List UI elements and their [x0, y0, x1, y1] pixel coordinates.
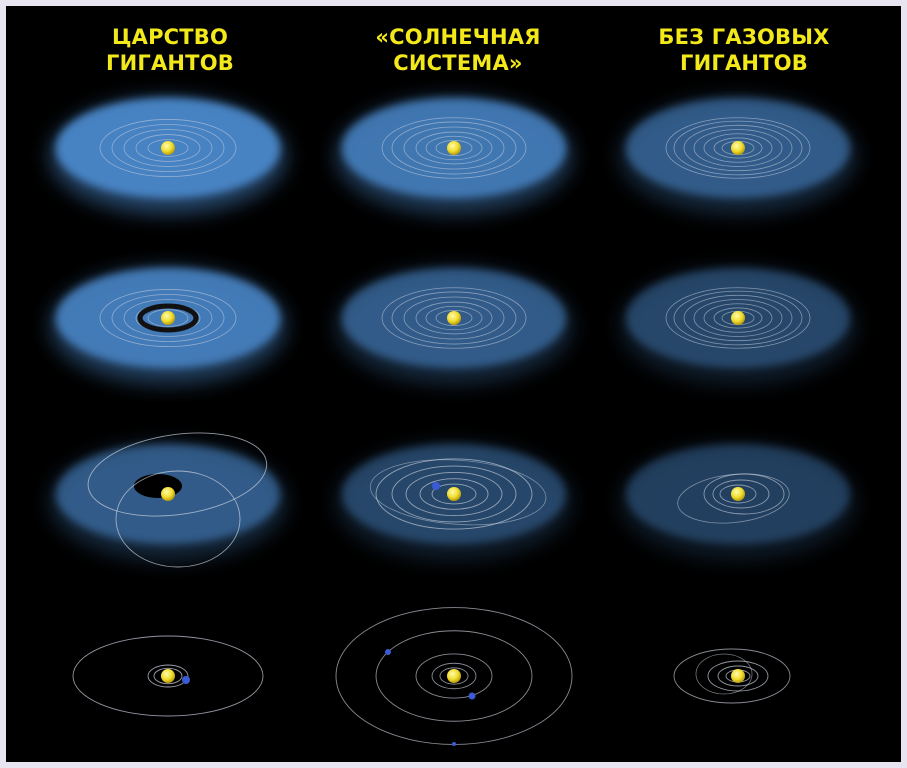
orbit-ring — [693, 299, 783, 337]
orbit-ring — [703, 133, 773, 163]
sun — [731, 669, 745, 683]
column-title-giants: ЦАРСТВО ГИГАНТОВ — [106, 25, 234, 75]
system-nogas-stage-4 — [673, 648, 791, 704]
orbit-ring — [375, 630, 533, 722]
sun — [447, 669, 461, 683]
orbit-ring — [403, 126, 505, 170]
orbit-ring — [403, 296, 505, 340]
orbit-ring — [683, 294, 793, 342]
orbit-ring — [153, 667, 183, 685]
orbit-ring — [435, 140, 473, 156]
planet — [468, 692, 476, 700]
orbit-ring — [712, 479, 770, 509]
orbit-ring — [415, 131, 493, 165]
system-solar-stage-4 — [335, 607, 573, 746]
sun — [731, 311, 745, 325]
column-title-no-gas-giants: БЕЗ ГАЗОВЫХ ГИГАНТОВ — [658, 25, 830, 75]
orbit-ring — [673, 120, 803, 176]
orbit-ring — [703, 303, 773, 333]
orbit-ring — [425, 135, 483, 161]
sun — [161, 311, 175, 325]
orbit-ring — [419, 478, 489, 510]
planet — [385, 649, 391, 655]
sun — [731, 487, 745, 501]
system-solar-stage-2 — [336, 268, 572, 384]
orbit-ring — [415, 653, 493, 699]
sun — [161, 669, 175, 683]
orbit-ring — [693, 129, 783, 167]
eccentric-orbit — [695, 653, 753, 695]
system-solar-stage-1 — [336, 98, 572, 214]
orbit-ring — [431, 483, 477, 505]
sun — [161, 141, 175, 155]
orbit-ring — [123, 299, 213, 337]
orbit-ring — [99, 289, 237, 347]
orbit-ring — [99, 119, 237, 177]
orbit-ring — [147, 664, 189, 688]
eccentric-orbit — [369, 459, 547, 526]
orbit-ring — [123, 129, 213, 167]
sun — [731, 141, 745, 155]
eccentric-orbit — [87, 432, 268, 517]
orbit-ring — [425, 305, 483, 331]
orbit-ring — [683, 124, 793, 172]
orbit-ring — [713, 307, 763, 329]
outer-orbit — [72, 635, 264, 717]
system-nogas-stage-1 — [620, 98, 856, 214]
planet — [452, 742, 456, 746]
system-nogas-stage-2 — [620, 268, 856, 384]
system-giants-stage-3 — [50, 432, 286, 568]
orbit-ring — [665, 117, 811, 179]
sun — [447, 487, 461, 501]
planet — [182, 676, 190, 684]
eccentric-orbit — [677, 473, 790, 524]
sun — [161, 487, 175, 501]
orbit-ring — [147, 309, 189, 327]
system-giants-stage-2 — [50, 268, 286, 384]
orbit-ring — [439, 667, 469, 685]
orbit-ring — [391, 291, 517, 345]
column-title-solar-system: «СОЛНЕЧНАЯ СИСТЕМА» — [375, 25, 541, 75]
orbit-ring — [111, 294, 225, 342]
orbit-ring — [719, 484, 757, 504]
system-solar-stage-3 — [336, 444, 572, 560]
system-nogas-stage-3 — [620, 444, 856, 560]
system-giants-stage-1 — [50, 98, 286, 214]
orbit-ring — [375, 458, 533, 530]
outer-orbit — [673, 648, 791, 704]
system-giants-stage-4 — [72, 635, 264, 717]
cleared-gap — [137, 303, 199, 333]
orbit-ring — [147, 139, 189, 157]
eccentric-orbit — [115, 470, 241, 568]
orbit-ring — [405, 471, 503, 517]
sun — [447, 141, 461, 155]
orbit-ring — [435, 310, 473, 326]
orbit-ring — [431, 662, 477, 690]
orbit-ring — [135, 134, 201, 162]
orbit-ring — [391, 121, 517, 175]
sun — [447, 311, 461, 325]
orbit-ring — [415, 301, 493, 335]
orbit-ring — [713, 137, 763, 159]
orbit-ring — [381, 287, 527, 349]
orbit-ring — [391, 465, 517, 523]
orbit-ring — [111, 124, 225, 172]
orbit-ring — [665, 287, 811, 349]
orbit-ring — [673, 290, 803, 346]
planet — [432, 482, 440, 490]
orbit-ring — [717, 665, 759, 687]
orbit-ring — [381, 117, 527, 179]
